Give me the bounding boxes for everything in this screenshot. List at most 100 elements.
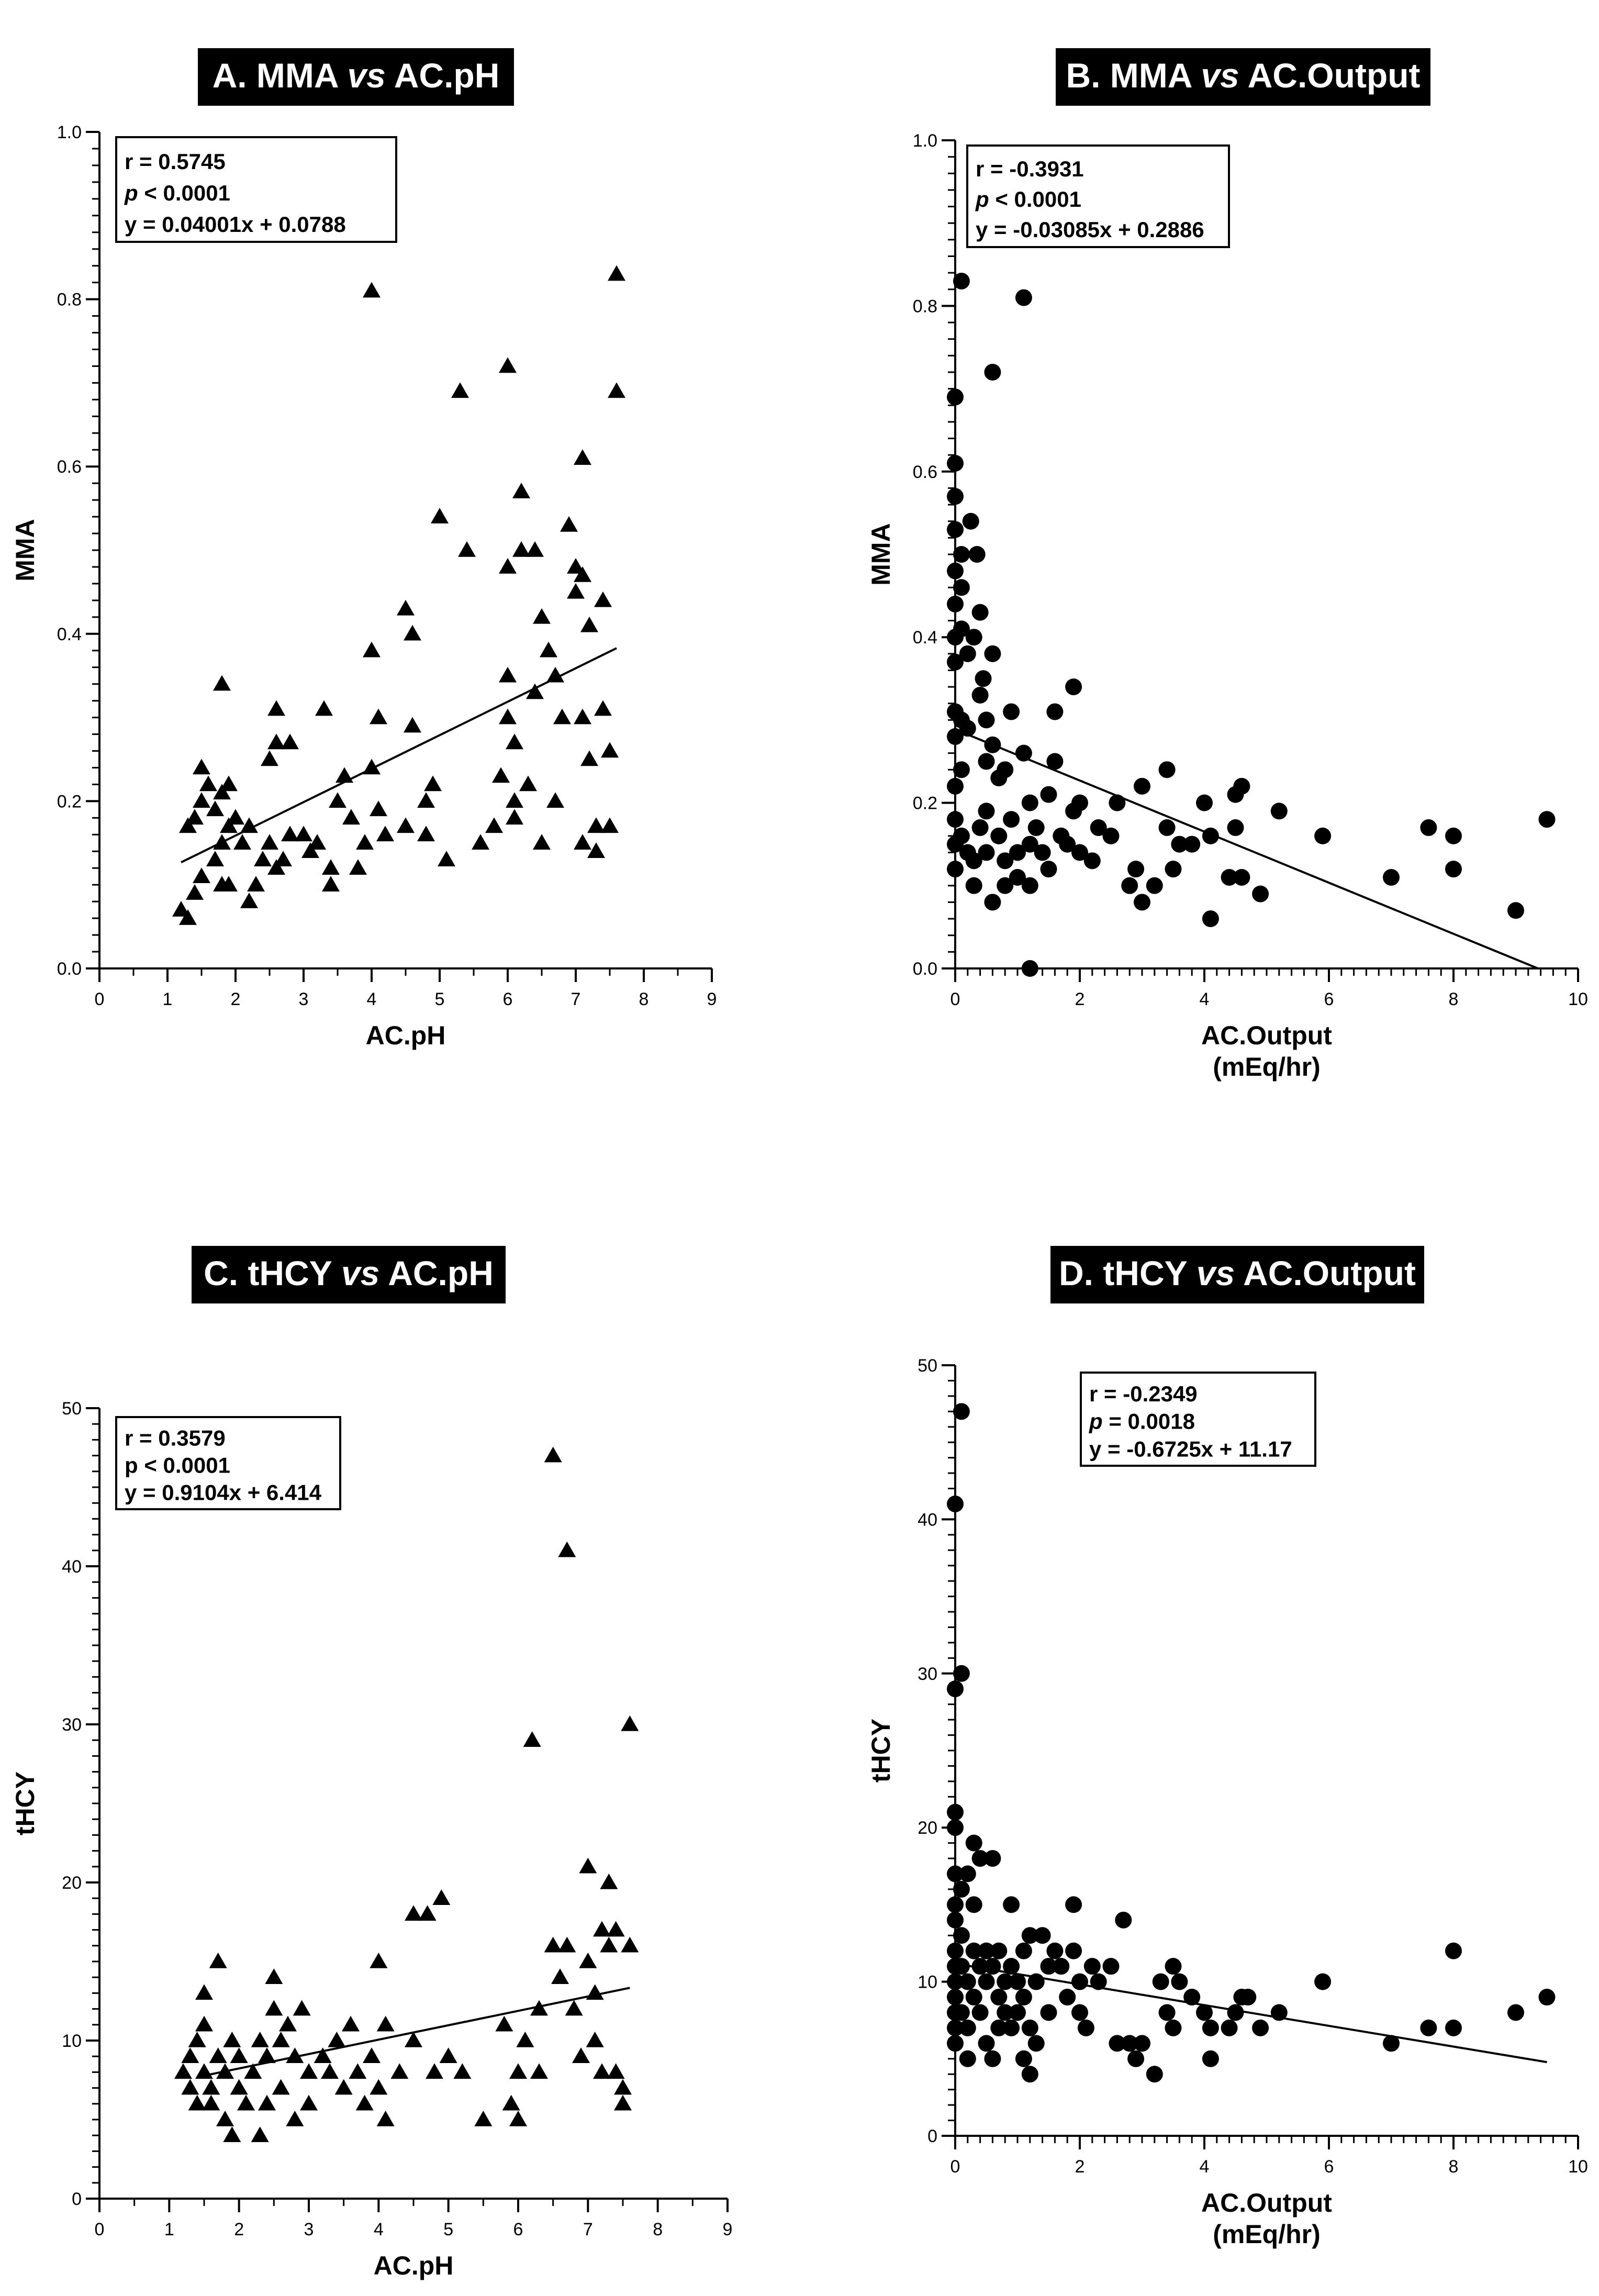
data-point-triangle xyxy=(376,2111,395,2126)
data-point-triangle xyxy=(499,357,517,373)
y-tick-label: 50 xyxy=(918,1356,937,1376)
stats-label: r = xyxy=(1089,1381,1123,1406)
data-point-circle xyxy=(1083,1958,1101,1975)
data-point-circle xyxy=(959,1865,976,1882)
data-point-triangle xyxy=(397,599,415,616)
data-point-circle xyxy=(953,1403,970,1420)
y-tick-label: 0.4 xyxy=(57,625,82,644)
data-point-triangle xyxy=(370,800,387,817)
data-point-triangle xyxy=(453,2063,472,2079)
y-axis-label: tHCY xyxy=(10,1771,40,1835)
x-tick-label: 2 xyxy=(234,2220,244,2239)
x-tick-label: 0 xyxy=(951,2157,960,2177)
data-point-circle xyxy=(1090,1973,1107,1990)
data-point-circle xyxy=(1165,1958,1182,1975)
data-point-circle xyxy=(1134,2035,1150,2052)
data-point-circle xyxy=(1383,868,1400,886)
data-point-triangle xyxy=(213,834,231,850)
data-point-triangle xyxy=(230,2079,248,2095)
data-point-triangle xyxy=(417,826,435,842)
data-point-circle xyxy=(984,645,1001,662)
data-point-circle xyxy=(947,562,964,579)
data-point-triangle xyxy=(300,2094,318,2111)
data-point-triangle xyxy=(206,851,224,867)
data-point-triangle xyxy=(506,809,523,825)
panel-d: D. tHCY vs AC.Output 0 10 20 30 40 50 0 2 4 6 8 10 AC… xyxy=(866,1246,1588,2249)
data-point-triangle xyxy=(499,558,517,574)
data-point-triangle xyxy=(281,826,299,842)
data-point-circle xyxy=(1015,2050,1032,2067)
data-point-triangle xyxy=(472,834,489,850)
data-point-triangle xyxy=(265,1968,283,1984)
data-point-circle xyxy=(1233,777,1250,795)
data-point-triangle xyxy=(193,792,210,808)
data-point-triangle xyxy=(321,2063,339,2079)
data-point-triangle xyxy=(188,2094,206,2111)
x-tick-label: 6 xyxy=(503,989,513,1009)
x-tick-label: 2 xyxy=(1075,989,1085,1009)
data-point-circle xyxy=(947,2019,964,2036)
data-point-circle xyxy=(971,604,989,621)
data-point-triangle xyxy=(195,2063,213,2079)
data-point-circle xyxy=(947,1911,964,1929)
data-point-circle xyxy=(984,736,1001,753)
x-tick-label: 8 xyxy=(653,2220,663,2239)
data-point-triangle xyxy=(580,616,598,632)
data-point-circle xyxy=(971,686,989,704)
data-point-circle xyxy=(947,1819,964,1836)
x-tick-label: 5 xyxy=(435,989,445,1009)
chart-title-vs: vs xyxy=(1197,1254,1235,1292)
stats-label: r = xyxy=(125,149,158,174)
data-point-triangle xyxy=(432,1889,451,1905)
data-point-circle xyxy=(984,2050,1001,2067)
data-point-circle xyxy=(1227,819,1244,837)
stats-value: -0.03085x + 0.2886 xyxy=(1013,217,1204,242)
data-point-triangle xyxy=(216,2111,234,2126)
data-point-triangle xyxy=(587,842,605,859)
data-point-circle xyxy=(1034,1927,1051,1944)
data-point-circle xyxy=(1021,2019,1038,2036)
data-point-circle xyxy=(1009,868,1026,886)
stats-label: p xyxy=(125,1453,138,1478)
title-box xyxy=(1050,1246,1424,1303)
data-point-circle xyxy=(1009,844,1026,861)
data-point-circle xyxy=(1065,1942,1082,1959)
stats-line: y = 0.9104x + 6.414 xyxy=(125,1480,322,1505)
data-point-triangle xyxy=(213,784,231,800)
chart-title: C. tHCY vs AC.pH xyxy=(204,1254,494,1292)
data-point-triangle xyxy=(258,2094,276,2111)
data-point-triangle xyxy=(251,2032,269,2047)
x-tick-label: 9 xyxy=(723,2220,733,2239)
chart-title: A. MMA vs AC.pH xyxy=(213,56,500,95)
data-point-circle xyxy=(1146,877,1163,894)
data-point-triangle xyxy=(202,2094,220,2111)
data-point-triangle xyxy=(349,859,367,875)
data-point-circle xyxy=(1146,2066,1163,2083)
data-point-triangle xyxy=(240,893,258,908)
x-tick-label: 6 xyxy=(1324,989,1334,1009)
y-axis-label: tHCY xyxy=(866,1719,896,1782)
data-point-triangle xyxy=(526,541,544,557)
data-point-triangle xyxy=(363,641,381,657)
data-point-triangle xyxy=(574,566,591,582)
stats-label: p xyxy=(975,187,989,211)
data-point-triangle xyxy=(586,2032,604,2047)
data-point-triangle xyxy=(426,2063,443,2079)
stats-label: y = xyxy=(976,217,1013,242)
data-point-circle xyxy=(1015,289,1032,306)
data-point-triangle xyxy=(261,834,278,850)
data-point-circle xyxy=(1171,1973,1188,1990)
x-tick-label: 2 xyxy=(231,989,241,1009)
chart-title-suffix: AC.Output xyxy=(1235,1254,1416,1292)
stats-box xyxy=(966,144,1230,248)
data-point-triangle xyxy=(376,826,394,842)
data-point-circle xyxy=(1040,786,1057,803)
data-point-triangle xyxy=(533,834,551,850)
x-tick-label: 10 xyxy=(1568,2157,1588,2177)
data-point-triangle xyxy=(261,750,278,766)
stats-line: p = 0.0018 xyxy=(1089,1409,1195,1434)
data-point-circle xyxy=(1003,1896,1020,1913)
data-point-circle xyxy=(990,2019,1008,2036)
stats-value: 0.9104x + 6.414 xyxy=(162,1480,321,1505)
